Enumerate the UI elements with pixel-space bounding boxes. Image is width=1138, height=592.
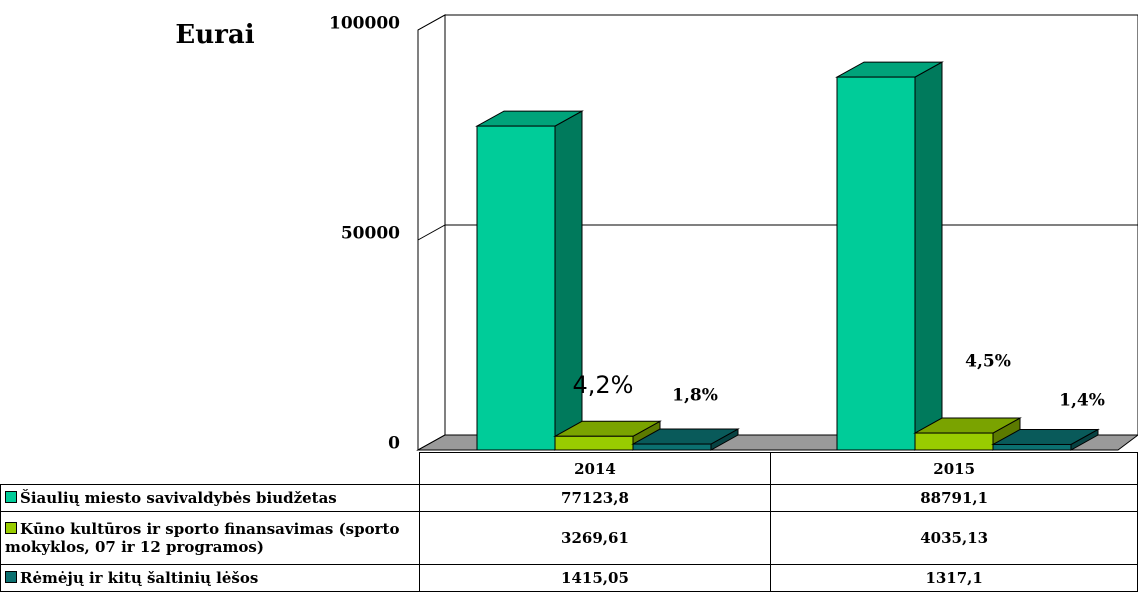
legend-label: Kūno kultūros ir sporto finansavimas (sp… <box>5 520 400 556</box>
series-row: Šiaulių miesto savivaldybės biudžetas 771… <box>0 484 1138 512</box>
bar-side <box>914 61 943 451</box>
series-row: Rėmėjų ir kitų šaltinių lėšos 1415,05 1317… <box>0 564 1138 592</box>
legend-swatch <box>5 522 17 534</box>
bar <box>554 435 634 451</box>
value-cell: 1415,05 <box>418 564 772 592</box>
y-axis-label: Eurai <box>175 20 254 50</box>
grid-line <box>417 14 1138 31</box>
legend-cell: Šiaulių miesto savivaldybės biudžetas <box>0 484 420 512</box>
category-cell: 2015 <box>770 452 1138 485</box>
legend-cell: Rėmėjų ir kitų šaltinių lėšos <box>0 564 420 592</box>
legend-label: Šiaulių miesto savivaldybės biudžetas <box>20 489 337 507</box>
annotation: 4,5% <box>965 352 1011 372</box>
value-cell: 88791,1 <box>770 484 1138 512</box>
bar <box>632 443 712 451</box>
y-tick-label: 50000 <box>341 224 400 244</box>
value-cell: 3269,61 <box>418 511 772 565</box>
y-tick-label: 0 <box>388 434 400 454</box>
legend-swatch <box>5 571 17 583</box>
annotation: 4,2% <box>573 371 634 399</box>
bar <box>836 76 916 451</box>
bar-side <box>554 110 583 451</box>
bar <box>476 125 556 451</box>
corner-cell <box>0 452 420 485</box>
table-body: 2014 2015 Šiaulių miesto savivaldybės biud… <box>0 452 1138 592</box>
series-row: Kūno kultūros ir sporto finansavimas (sp… <box>0 511 1138 565</box>
header-row: 2014 2015 <box>0 452 1138 485</box>
legend-cell: Kūno kultūros ir sporto finansavimas (sp… <box>0 511 420 565</box>
value-cell: 4035,13 <box>770 511 1138 565</box>
value-cell: 77123,8 <box>418 484 772 512</box>
y-tick-label: 100000 <box>329 14 400 34</box>
bar <box>992 443 1072 451</box>
legend-label: Rėmėjų ir kitų šaltinių lėšos <box>20 569 259 587</box>
bar <box>914 432 994 451</box>
data-table: 2014 2015 Šiaulių miesto savivaldybės biud… <box>0 452 1138 592</box>
legend-swatch <box>5 491 17 503</box>
annotation: 1,8% <box>672 386 718 406</box>
annotation: 1,4% <box>1059 391 1105 411</box>
category-cell: 2014 <box>418 452 772 485</box>
chart: Eurai 0 50000 100000 4,2% 1,8% 4,5% 1,4% <box>175 14 1138 454</box>
value-cell: 1317,1 <box>770 564 1138 592</box>
